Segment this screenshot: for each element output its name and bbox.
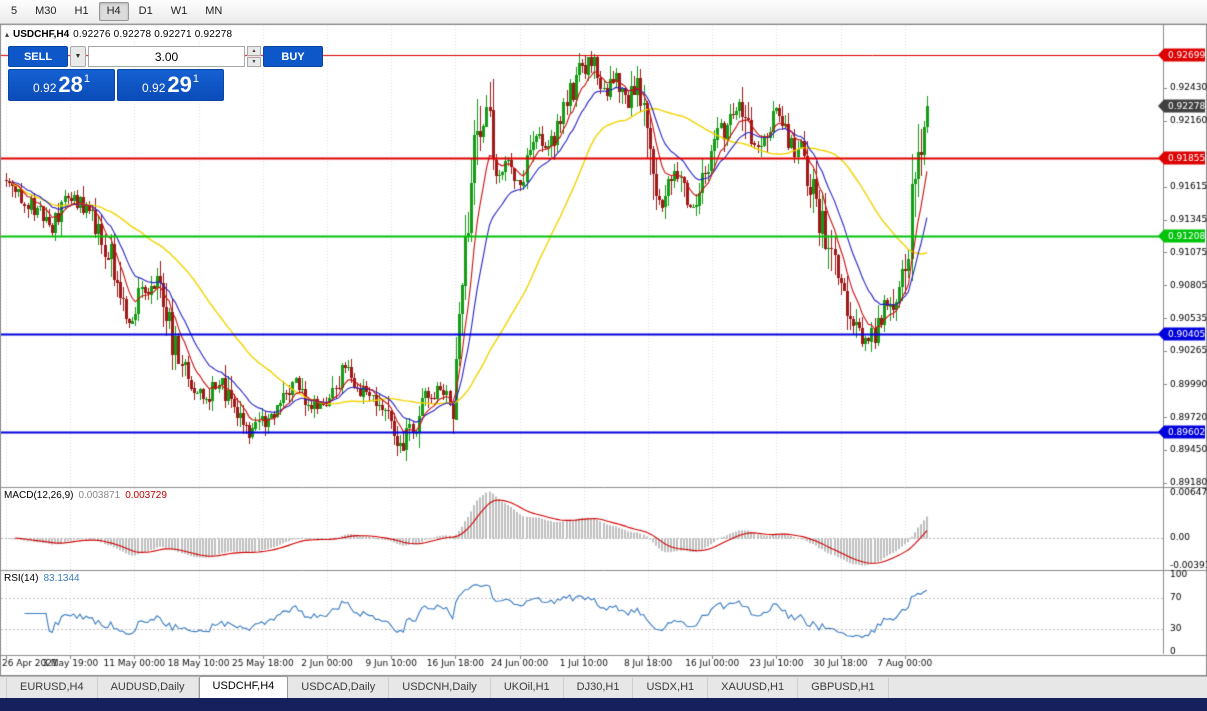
ask-prefix: 0.92 bbox=[142, 81, 166, 95]
tab-audusd-daily[interactable]: AUDUSD,Daily bbox=[98, 678, 199, 698]
rsi-value: 83.1344 bbox=[43, 573, 80, 584]
tab-usdcnh-daily[interactable]: USDCNH,Daily bbox=[389, 678, 491, 698]
one-click-trading-panel: SELL ▼ ▲ ▼ BUY 0.92 28 1 0.92 29 1 bbox=[8, 46, 323, 101]
bid-sup-digit: 1 bbox=[83, 73, 90, 85]
tab-dj30-h1[interactable]: DJ30,H1 bbox=[564, 678, 634, 698]
tab-usdcad-daily[interactable]: USDCAD,Daily bbox=[288, 678, 390, 698]
period-toolbar: 5 M30 H1 H4 D1 W1 MN bbox=[0, 0, 1207, 24]
macd-signal-value: 0.003729 bbox=[125, 490, 167, 501]
bid-prefix: 0.92 bbox=[33, 81, 57, 95]
tab-gbpusd-h1[interactable]: GBPUSD,H1 bbox=[798, 678, 889, 698]
volume-spinner: ▲ ▼ bbox=[247, 46, 261, 67]
period-button-mn[interactable]: MN bbox=[205, 5, 223, 17]
chart-canvas[interactable] bbox=[0, 24, 1207, 676]
macd-name: MACD(12,26,9) bbox=[4, 490, 74, 501]
sell-button[interactable]: SELL bbox=[8, 46, 68, 67]
ask-big-digits: 29 bbox=[167, 72, 192, 97]
bid-big-digits: 28 bbox=[58, 72, 83, 97]
period-button-m5[interactable]: 5 bbox=[11, 5, 18, 17]
rsi-indicator-title: RSI(14) 83.1344 bbox=[4, 573, 80, 584]
buy-button[interactable]: BUY bbox=[263, 46, 323, 67]
status-bar bbox=[0, 698, 1207, 711]
chart-tabs-bar: EURUSD,H4 AUDUSD,Daily USDCHF,H4 USDCAD,… bbox=[0, 676, 1207, 698]
tab-usdchf-h4[interactable]: USDCHF,H4 bbox=[198, 676, 289, 698]
chart-area: ▴ USDCHF,H4 0.92276 0.92278 0.92271 0.92… bbox=[0, 24, 1207, 676]
tab-usdx-h1[interactable]: USDX,H1 bbox=[633, 678, 709, 698]
volume-up-icon[interactable]: ▲ bbox=[247, 46, 261, 56]
tab-xauusd-h1[interactable]: XAUUSD,H1 bbox=[708, 678, 799, 698]
ask-sup-digit: 1 bbox=[192, 73, 199, 85]
symbol-line: ▴ USDCHF,H4 0.92276 0.92278 0.92271 0.92… bbox=[5, 29, 232, 40]
period-button-m30[interactable]: M30 bbox=[35, 5, 57, 17]
symbol-name: USDCHF,H4 bbox=[13, 29, 70, 40]
volume-input[interactable] bbox=[88, 46, 245, 67]
macd-main-value: 0.003871 bbox=[78, 490, 121, 501]
tab-eurusd-h4[interactable]: EURUSD,H4 bbox=[6, 678, 98, 698]
period-button-d1[interactable]: D1 bbox=[138, 5, 153, 17]
rsi-name: RSI(14) bbox=[4, 573, 39, 584]
period-button-h1[interactable]: H1 bbox=[74, 5, 89, 17]
ask-price-panel[interactable]: 0.92 29 1 bbox=[117, 69, 224, 101]
period-button-h4[interactable]: H4 bbox=[98, 2, 129, 21]
tab-ukoil-h1[interactable]: UKOil,H1 bbox=[491, 678, 564, 698]
symbol-ohlc-values: 0.92276 0.92278 0.92271 0.92278 bbox=[73, 29, 233, 40]
period-button-w1[interactable]: W1 bbox=[170, 5, 188, 17]
volume-dropdown-icon[interactable]: ▼ bbox=[70, 46, 86, 67]
macd-indicator-title: MACD(12,26,9) 0.003871 0.003729 bbox=[4, 490, 167, 501]
bid-price-panel[interactable]: 0.92 28 1 bbox=[8, 69, 115, 101]
volume-down-icon[interactable]: ▼ bbox=[247, 57, 261, 67]
one-click-toggle-icon[interactable]: ▴ bbox=[5, 29, 10, 39]
